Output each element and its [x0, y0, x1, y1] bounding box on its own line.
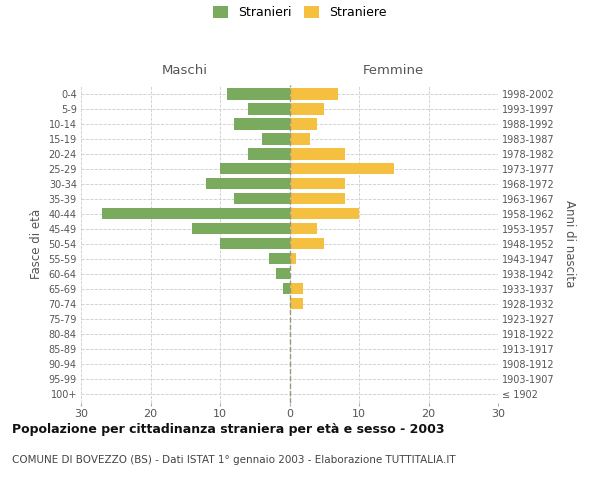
Bar	[220, 164, 290, 174]
Bar	[290, 178, 345, 190]
Y-axis label: Anni di nascita: Anni di nascita	[563, 200, 577, 288]
Text: Maschi: Maschi	[162, 64, 208, 78]
Bar	[290, 238, 324, 250]
Text: Popolazione per cittadinanza straniera per età e sesso - 2003: Popolazione per cittadinanza straniera p…	[12, 422, 445, 436]
Bar	[290, 88, 338, 100]
Bar	[290, 253, 296, 264]
Bar	[290, 193, 345, 204]
Bar	[290, 118, 317, 130]
Bar	[290, 134, 310, 144]
Bar	[269, 253, 290, 264]
Y-axis label: Fasce di età: Fasce di età	[30, 208, 43, 279]
Bar	[290, 223, 317, 234]
Bar	[290, 148, 345, 160]
Bar	[102, 208, 290, 220]
Bar	[192, 223, 290, 234]
Bar	[220, 238, 290, 250]
Text: COMUNE DI BOVEZZO (BS) - Dati ISTAT 1° gennaio 2003 - Elaborazione TUTTITALIA.IT: COMUNE DI BOVEZZO (BS) - Dati ISTAT 1° g…	[12, 455, 455, 465]
Bar	[290, 298, 304, 310]
Bar	[234, 118, 290, 130]
Bar	[290, 208, 359, 220]
Bar	[262, 134, 290, 144]
Bar	[283, 283, 290, 294]
Bar	[290, 104, 324, 115]
Bar	[248, 148, 290, 160]
Bar	[206, 178, 290, 190]
Bar	[290, 164, 394, 174]
Bar	[227, 88, 290, 100]
Legend: Stranieri, Straniere: Stranieri, Straniere	[208, 1, 392, 24]
Bar	[290, 283, 304, 294]
Text: Femmine: Femmine	[363, 64, 424, 78]
Bar	[248, 104, 290, 115]
Bar	[275, 268, 290, 280]
Bar	[234, 193, 290, 204]
